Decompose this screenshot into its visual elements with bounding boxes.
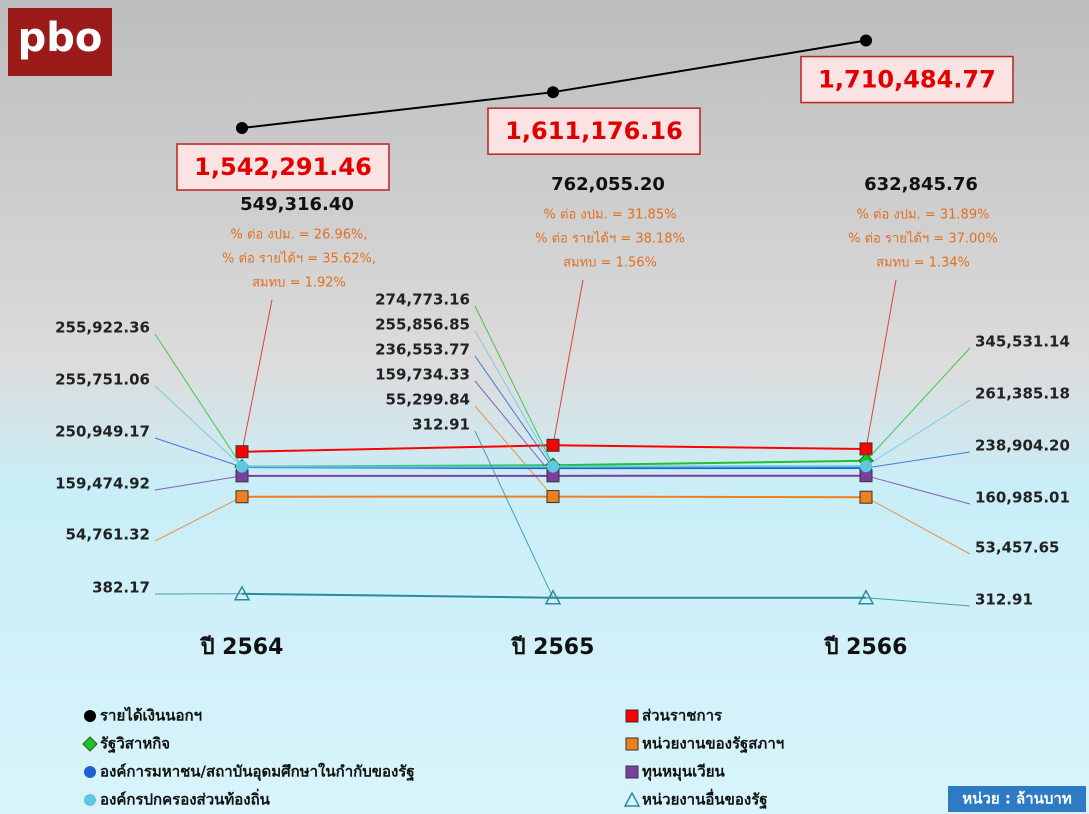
point <box>860 460 872 473</box>
point <box>547 86 559 99</box>
legend-marker <box>625 737 639 751</box>
data-label: 1,611,176.16 <box>505 117 683 145</box>
point <box>544 589 562 605</box>
legend-marker <box>84 710 96 722</box>
legend-label: หน่วยงานของรัฐสภาฯ <box>642 735 784 754</box>
leader-line <box>154 333 243 467</box>
x-tick-label: ปี 2565 <box>510 635 594 660</box>
data-label: 382.17 <box>92 579 150 597</box>
annotation: สมทบ = 1.92% <box>252 276 346 291</box>
total-box <box>487 107 701 155</box>
legend-marker <box>625 709 639 723</box>
leader-line <box>154 475 243 491</box>
point <box>547 460 559 473</box>
legend-label: หน่วยงานอื่นของรัฐ <box>642 789 768 810</box>
data-label: 54,761.32 <box>66 526 150 544</box>
leader-line <box>865 475 971 505</box>
data-label: 1,710,484.77 <box>818 66 996 94</box>
leader-line <box>154 437 243 468</box>
leader-line <box>154 385 243 468</box>
point <box>859 490 873 504</box>
x-tick-label: ปี 2564 <box>199 635 283 660</box>
x-tick-label: ปี 2566 <box>823 635 907 660</box>
leader-line <box>865 496 971 555</box>
point <box>860 34 872 47</box>
point <box>857 589 875 605</box>
point <box>233 585 251 601</box>
data-label: 762,055.20 <box>551 174 665 195</box>
annotation: % ต่อ งปม. = 31.85% <box>544 208 677 223</box>
data-label: 345,531.14 <box>975 333 1070 351</box>
data-label: 549,316.40 <box>240 194 354 215</box>
data-label: 312.91 <box>412 416 470 434</box>
data-label: 255,922.36 <box>55 319 150 337</box>
data-label: 53,457.65 <box>975 539 1059 557</box>
data-label: 632,845.76 <box>864 174 978 195</box>
annotation: % ต่อ งปม. = 26.96%, <box>230 228 367 243</box>
leader-line <box>474 380 554 477</box>
legend-marker <box>84 794 96 806</box>
legend-label: ทุนหมุนเวียน <box>642 763 726 782</box>
legend-marker <box>625 765 639 779</box>
leader-line <box>474 430 554 598</box>
total-box <box>176 143 390 191</box>
data-label: 55,299.84 <box>386 391 470 409</box>
data-label: 274,773.16 <box>375 291 470 309</box>
data-label: 250,949.17 <box>55 423 150 441</box>
leader-line <box>865 399 971 467</box>
leader-line <box>241 299 273 452</box>
data-label: 159,474.92 <box>55 475 150 493</box>
leader-line <box>865 347 971 462</box>
logo: pbo <box>18 15 103 61</box>
point <box>235 445 249 459</box>
leader-line <box>474 405 554 497</box>
legend-marker <box>84 766 96 778</box>
leader-line <box>474 355 554 469</box>
logo-box <box>8 8 112 76</box>
total-box <box>800 55 1014 104</box>
leader-line <box>154 496 243 542</box>
legend-label: องค์กรปกครองส่วนท้องถิ่น <box>100 789 271 809</box>
data-label: 159,734.33 <box>375 366 470 384</box>
data-label: 312.91 <box>975 591 1033 609</box>
point <box>236 460 248 473</box>
legend-label: รัฐวิสาหกิจ <box>100 735 170 754</box>
data-label: 261,385.18 <box>975 385 1070 403</box>
legend-label: องค์การมหาชน/สถาบันอุดมศึกษาในกำกับของรั… <box>100 763 415 782</box>
legend-marker <box>82 736 98 752</box>
annotation: % ต่อ งปม. = 31.89% <box>857 208 990 223</box>
data-label: 238,904.20 <box>975 437 1070 455</box>
leader-line <box>865 597 971 607</box>
annotation: สมทบ = 1.34% <box>876 256 970 271</box>
data-label: 236,553.77 <box>375 341 470 359</box>
point <box>235 490 249 504</box>
point <box>546 438 560 452</box>
data-label: 160,985.01 <box>975 489 1070 507</box>
data-label: 255,751.06 <box>55 371 150 389</box>
unit-label: หน่วย : ล้านบาท <box>962 790 1072 808</box>
data-label: 255,856.85 <box>375 316 470 334</box>
legend-label: รายได้เงินนอกฯ <box>100 706 202 725</box>
leader-line <box>552 279 584 446</box>
leader-line <box>474 330 554 467</box>
annotation: % ต่อ รายได้ฯ = 38.18% <box>535 231 685 247</box>
leader-line <box>474 305 554 466</box>
leader-line <box>865 451 971 469</box>
legend-marker <box>623 791 641 807</box>
unit-box <box>948 786 1086 812</box>
point <box>236 122 248 135</box>
annotation: % ต่อ รายได้ฯ = 35.62%, <box>222 251 376 267</box>
annotation: สมทบ = 1.56% <box>563 256 657 271</box>
leader-line <box>865 279 897 450</box>
data-label: 1,542,291.46 <box>194 153 372 181</box>
legend-label: ส่วนราชการ <box>642 707 723 725</box>
annotation: % ต่อ รายได้ฯ = 37.00% <box>848 231 998 247</box>
point <box>546 490 560 504</box>
